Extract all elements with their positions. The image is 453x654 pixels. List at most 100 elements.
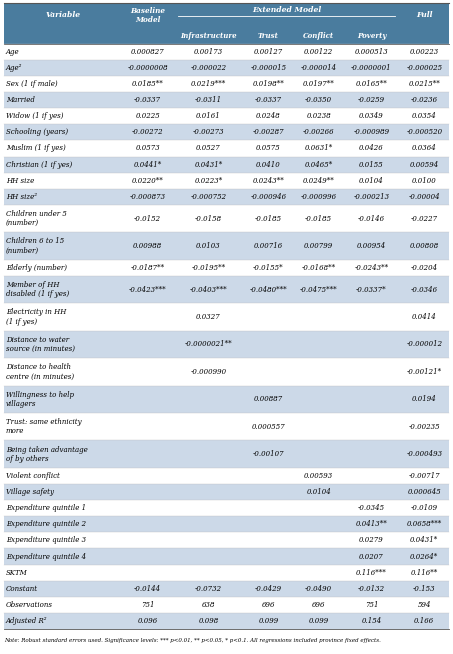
Text: -0.0158: -0.0158 xyxy=(195,215,222,222)
Text: 0.0413**: 0.0413** xyxy=(356,521,387,528)
Text: Distance to water
source (in minutes): Distance to water source (in minutes) xyxy=(6,336,75,353)
Text: -0.0732: -0.0732 xyxy=(195,585,222,593)
Text: Being taken advantage
of by others: Being taken advantage of by others xyxy=(6,445,87,463)
Text: 0.0631*: 0.0631* xyxy=(304,145,333,152)
Text: Age: Age xyxy=(6,48,19,56)
Text: -0.000989: -0.000989 xyxy=(353,128,390,136)
Text: -0.0168**: -0.0168** xyxy=(302,264,336,272)
Bar xyxy=(4,27,449,44)
Text: 0.0465*: 0.0465* xyxy=(304,161,333,169)
Text: 0.0197**: 0.0197** xyxy=(303,80,335,88)
Text: 0.00127: 0.00127 xyxy=(254,48,283,56)
Text: -0.0152: -0.0152 xyxy=(134,215,161,222)
Text: Children under 5
(number): Children under 5 (number) xyxy=(6,210,67,227)
Bar xyxy=(4,331,449,358)
Bar xyxy=(4,260,449,276)
Text: -0.0185: -0.0185 xyxy=(255,215,282,222)
Bar xyxy=(4,581,449,597)
Text: -0.00121*: -0.00121* xyxy=(407,368,442,376)
Text: -0.000946: -0.000946 xyxy=(251,193,287,201)
Text: Member of HH
disabled (1 if yes): Member of HH disabled (1 if yes) xyxy=(6,281,69,298)
Bar xyxy=(4,386,449,413)
Bar xyxy=(4,597,449,613)
Text: 0.0198**: 0.0198** xyxy=(253,80,284,88)
Text: -0.000022: -0.000022 xyxy=(190,64,226,72)
Text: -0.0350: -0.0350 xyxy=(305,96,332,104)
Bar xyxy=(4,413,449,440)
Text: 0.0104: 0.0104 xyxy=(359,177,384,184)
Bar xyxy=(4,358,449,386)
Text: -0.00107: -0.00107 xyxy=(253,450,284,458)
Text: 0.166: 0.166 xyxy=(414,617,434,625)
Text: 0.0219***: 0.0219*** xyxy=(191,80,226,88)
Text: 0.0327: 0.0327 xyxy=(196,313,221,321)
Bar xyxy=(4,76,449,92)
Text: 0.099: 0.099 xyxy=(258,617,279,625)
Bar xyxy=(4,189,449,205)
Text: -0.0403***: -0.0403*** xyxy=(190,286,227,294)
Text: -0.0259: -0.0259 xyxy=(358,96,385,104)
Text: Village safety: Village safety xyxy=(6,488,54,496)
Text: Trust: same ethnicity
more: Trust: same ethnicity more xyxy=(6,418,82,436)
Text: -0.00004: -0.00004 xyxy=(409,193,440,201)
Text: 0.0527: 0.0527 xyxy=(196,145,221,152)
Text: 0.0414: 0.0414 xyxy=(412,313,437,321)
Text: 0.0220**: 0.0220** xyxy=(132,177,164,184)
Text: 0.00887: 0.00887 xyxy=(254,395,283,404)
Text: 0.00954: 0.00954 xyxy=(357,242,386,250)
Text: -0.0204: -0.0204 xyxy=(411,264,438,272)
Bar xyxy=(4,303,449,331)
Text: -0.0146: -0.0146 xyxy=(358,215,385,222)
Bar xyxy=(4,613,449,629)
Bar xyxy=(4,173,449,189)
Text: Expenditure quintile 2: Expenditure quintile 2 xyxy=(6,521,86,528)
Text: -0.0187**: -0.0187** xyxy=(131,264,165,272)
Text: Observations: Observations xyxy=(6,601,53,609)
Bar xyxy=(4,141,449,156)
Text: Electricity in HH
(1 if yes): Electricity in HH (1 if yes) xyxy=(6,309,66,326)
Text: 0.0426: 0.0426 xyxy=(359,145,384,152)
Text: HH size²: HH size² xyxy=(6,193,37,201)
Text: -0.000873: -0.000873 xyxy=(130,193,166,201)
Bar xyxy=(4,205,449,232)
Bar xyxy=(4,232,449,260)
Text: -0.0337: -0.0337 xyxy=(255,96,282,104)
Text: 0.0103: 0.0103 xyxy=(196,242,221,250)
Text: Extended Model: Extended Model xyxy=(252,6,321,14)
Text: Sex (1 if male): Sex (1 if male) xyxy=(6,80,58,88)
Text: -0.000996: -0.000996 xyxy=(301,193,337,201)
Text: 0.0441*: 0.0441* xyxy=(134,161,162,169)
Text: 0.0238: 0.0238 xyxy=(306,112,331,120)
Text: -0.0346: -0.0346 xyxy=(411,286,438,294)
Text: 0.00223: 0.00223 xyxy=(410,48,439,56)
Text: Expenditure quintile 1: Expenditure quintile 1 xyxy=(6,504,86,512)
Text: -0.000990: -0.000990 xyxy=(190,368,226,376)
Text: -0.00272: -0.00272 xyxy=(132,128,164,136)
Bar xyxy=(4,440,449,468)
Bar xyxy=(4,516,449,532)
Text: 0.00988: 0.00988 xyxy=(133,242,163,250)
Text: -0.00273: -0.00273 xyxy=(193,128,224,136)
Text: 0.0410: 0.0410 xyxy=(256,161,281,169)
Text: 0.00808: 0.00808 xyxy=(410,242,439,250)
Bar xyxy=(4,468,449,484)
Text: 0.0354: 0.0354 xyxy=(412,112,437,120)
Bar xyxy=(4,532,449,549)
Bar xyxy=(4,276,449,303)
Text: Variable: Variable xyxy=(45,11,81,20)
Text: -0.0236: -0.0236 xyxy=(411,96,438,104)
Text: Expenditure quintile 4: Expenditure quintile 4 xyxy=(6,553,86,560)
Text: -0.0155*: -0.0155* xyxy=(253,264,284,272)
Bar xyxy=(4,549,449,564)
Text: -0.000213: -0.000213 xyxy=(353,193,390,201)
Text: 0.0207: 0.0207 xyxy=(359,553,384,560)
Text: Trust: Trust xyxy=(258,31,279,39)
Text: 696: 696 xyxy=(312,601,325,609)
Text: -0.0243**: -0.0243** xyxy=(354,264,389,272)
Text: 0.154: 0.154 xyxy=(361,617,381,625)
Text: -0.0109: -0.0109 xyxy=(411,504,438,512)
Bar xyxy=(4,156,449,173)
Text: Schooling (years): Schooling (years) xyxy=(6,128,68,136)
Text: Muslim (1 if yes): Muslim (1 if yes) xyxy=(6,145,66,152)
Text: SKTM: SKTM xyxy=(6,569,28,577)
